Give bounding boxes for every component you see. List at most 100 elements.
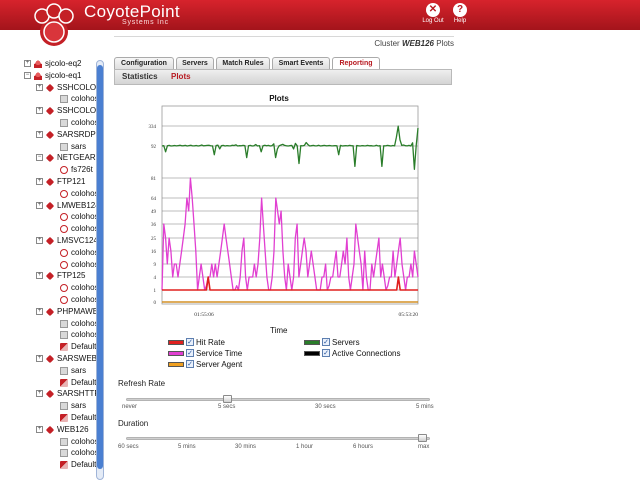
checkbox-icon[interactable]: ✓ <box>322 349 330 357</box>
agent-icon <box>60 189 68 198</box>
tree-item-label: colohost <box>71 295 101 304</box>
duration-title: Duration <box>118 419 149 428</box>
tree-item-label: colohost <box>71 448 101 458</box>
expand-icon[interactable]: + <box>24 60 31 67</box>
tree-item-label: SARSHTTP <box>57 389 100 399</box>
default-icon <box>60 378 68 387</box>
help-button[interactable]: ? Help <box>445 3 475 24</box>
expand-icon[interactable]: + <box>36 272 43 280</box>
logout-label: Log Out <box>422 18 444 24</box>
server-icon <box>45 83 55 92</box>
server-icon <box>45 425 55 435</box>
expand-icon[interactable]: + <box>36 355 43 362</box>
subtab-statistics[interactable]: Statistics <box>122 72 158 81</box>
checkbox-icon[interactable]: ✓ <box>186 349 194 357</box>
collapse-icon[interactable]: − <box>36 154 43 162</box>
y-tick-label: 25 <box>151 237 157 242</box>
default-icon <box>60 461 68 470</box>
legend-swatch-service-time <box>168 351 184 356</box>
scrollbar-thumb[interactable] <box>97 65 103 469</box>
tree-item-label: colohost <box>71 212 101 222</box>
expand-icon[interactable]: + <box>36 107 43 115</box>
tree-item-label: FTP125 <box>57 271 86 281</box>
duration-label: 60 secs <box>118 444 139 450</box>
brand-subtitle: Systems Inc <box>122 19 169 26</box>
expand-icon[interactable]: + <box>36 130 43 138</box>
site-icon <box>60 142 68 151</box>
y-tick-label: 334 <box>149 125 157 130</box>
tab-reporting[interactable]: Reporting <box>332 57 380 70</box>
duration-label: max <box>418 444 430 450</box>
server-icon <box>45 307 55 317</box>
refresh-rate-slider-thumb[interactable] <box>223 395 232 403</box>
close-icon: ✕ <box>426 3 440 17</box>
checkbox-icon[interactable]: ✓ <box>186 360 194 368</box>
cluster-icon <box>34 71 42 80</box>
tree-item-label: PHPMAWEB <box>57 306 104 316</box>
duration-slider-thumb[interactable] <box>418 434 427 442</box>
expand-icon[interactable]: + <box>36 201 43 209</box>
expand-icon[interactable]: + <box>36 83 43 91</box>
tab-configuration[interactable]: Configuration <box>114 57 174 70</box>
y-tick-label: 92 <box>151 145 157 150</box>
tree-item-label: Default <box>71 413 97 422</box>
x-axis-ticks: 01:55:06 05:53:20 <box>194 312 418 318</box>
legend-label-active-connections: Active Connections <box>332 349 401 358</box>
tree-item-label: Default <box>71 460 97 470</box>
legend-swatch-servers <box>304 340 320 345</box>
site-icon <box>60 449 68 458</box>
y-tick-label: 81 <box>151 177 157 182</box>
tree-item-label: sars <box>71 365 87 375</box>
collapse-icon[interactable]: − <box>24 71 31 79</box>
tree-item-label: sjcolo-eq1 <box>45 70 82 80</box>
expand-icon[interactable]: + <box>36 178 43 185</box>
expand-icon[interactable]: + <box>36 390 43 398</box>
server-icon <box>45 201 55 210</box>
legend-swatch-hit-rate <box>168 340 184 345</box>
expand-icon[interactable]: + <box>36 307 43 315</box>
coyotepoint-logo-icon <box>34 3 74 46</box>
expand-icon[interactable]: + <box>36 237 43 244</box>
tree-item-label: FTP121 <box>57 177 86 186</box>
series-line-servers <box>161 125 419 170</box>
tree-item-label: colohost <box>71 259 101 269</box>
server-icon <box>45 154 55 163</box>
agent-icon <box>60 225 68 234</box>
brand-name: CoyotePoint <box>84 2 180 21</box>
tree-item-label: fs726t <box>71 165 93 175</box>
tree-item-label: SSHCOLO <box>57 106 97 116</box>
tree-item-label: WEB126 <box>57 424 89 434</box>
tree-item-label: sars <box>71 141 87 151</box>
agent-icon <box>60 260 68 269</box>
y-tick-label: 0 <box>154 301 157 306</box>
tree-item-label: colohost <box>71 94 101 104</box>
site-icon <box>60 366 68 375</box>
checkbox-icon[interactable]: ✓ <box>322 338 330 346</box>
agent-icon <box>60 284 68 293</box>
tree-item-label: colohost <box>71 118 101 127</box>
duration-slider[interactable] <box>126 437 430 440</box>
server-icon <box>45 106 55 116</box>
y-tick-label: 4 <box>154 276 157 281</box>
subtab-plots[interactable]: Plots <box>171 72 191 81</box>
refresh-rate-label: 30 secs <box>315 404 336 410</box>
tab-match-rules[interactable]: Match Rules <box>216 57 270 70</box>
refresh-rate-slider[interactable] <box>126 398 430 401</box>
tree-item-label: colohost <box>71 188 101 198</box>
tree-item-label: SSHCOLO <box>57 82 97 92</box>
tab-smart-events[interactable]: Smart Events <box>272 57 330 70</box>
refresh-rate-label: 5 secs <box>218 404 236 410</box>
y-tick-label: 9 <box>154 263 157 268</box>
server-icon <box>45 236 55 246</box>
server-icon <box>45 130 55 140</box>
legend-label-service-time: Service Time <box>196 349 243 358</box>
sidebar-scrollbar[interactable] <box>96 60 104 480</box>
tree-item-label: LMWEB124 <box>57 200 100 210</box>
expand-icon[interactable]: + <box>36 425 43 433</box>
header-bar: CoyotePoint Systems Inc ✕ Log Out ? Help <box>0 0 640 46</box>
logout-button[interactable]: ✕ Log Out <box>418 3 448 24</box>
x-tick-label: 05:53:20 <box>398 312 418 318</box>
checkbox-icon[interactable]: ✓ <box>186 338 194 346</box>
breadcrumb: Cluster WEB126 Plots <box>114 36 454 48</box>
tab-servers[interactable]: Servers <box>176 57 214 70</box>
